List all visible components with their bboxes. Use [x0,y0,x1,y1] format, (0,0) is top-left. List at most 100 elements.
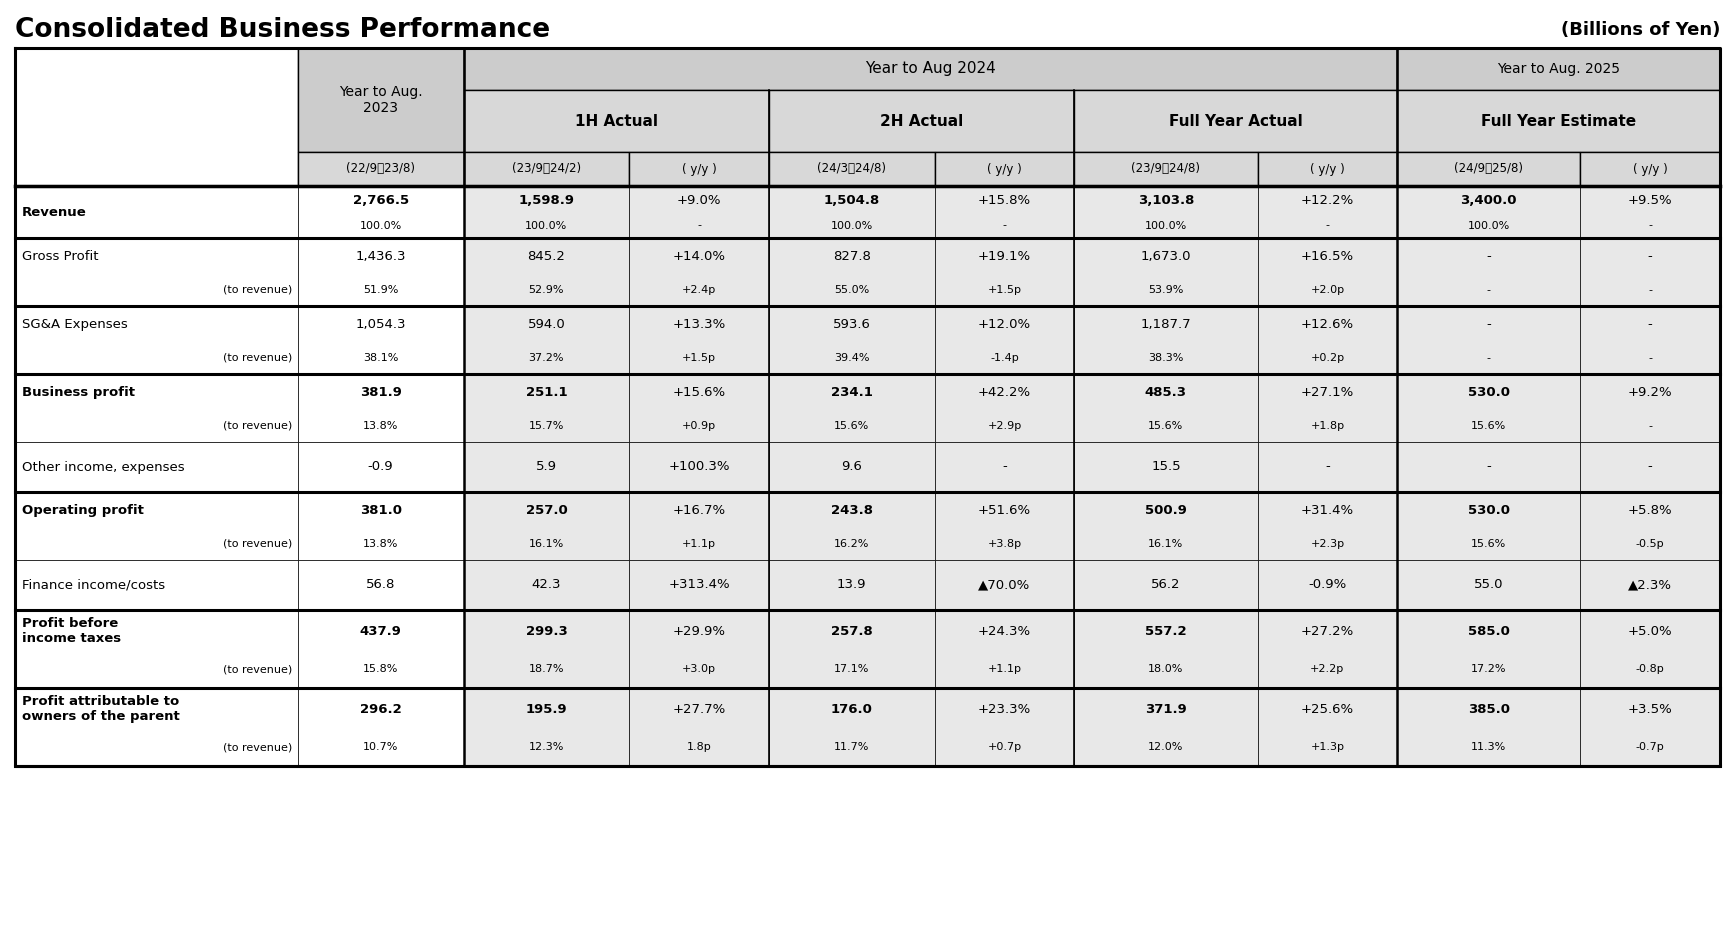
Bar [297,442,464,492]
Text: (to revenue): (to revenue) [224,420,293,431]
Text: Profit before
income taxes: Profit before income taxes [23,617,122,645]
Bar [628,374,769,442]
Text: 9.6: 9.6 [842,460,863,473]
Text: 38.3%: 38.3% [1147,352,1184,363]
Text: (to revenue): (to revenue) [224,284,293,295]
Text: 42.3: 42.3 [531,579,561,592]
Bar [1075,492,1257,560]
Bar [16,238,297,306]
Text: -: - [1486,460,1491,473]
Text: 53.9%: 53.9% [1147,284,1184,295]
Text: 10.7%: 10.7% [363,742,398,752]
Bar [628,152,769,186]
Text: ( y/y ): ( y/y ) [988,162,1023,175]
Bar [1580,560,1720,610]
Bar [16,48,297,186]
Text: 1,436.3: 1,436.3 [356,250,406,263]
Text: +27.1%: +27.1% [1300,386,1354,399]
Bar [934,492,1075,560]
Text: 585.0: 585.0 [1469,624,1510,637]
Bar [1075,442,1257,492]
Bar [1075,152,1257,186]
Text: Full Year Actual: Full Year Actual [1168,114,1302,129]
Text: +5.8%: +5.8% [1628,504,1672,517]
Bar [1257,560,1397,610]
Text: 1,504.8: 1,504.8 [823,194,880,207]
Text: Gross Profit: Gross Profit [23,250,99,263]
Text: 257.0: 257.0 [526,504,568,517]
Bar [297,374,464,442]
Bar [769,688,934,766]
Text: +23.3%: +23.3% [977,703,1031,716]
Bar [464,186,628,238]
Bar [934,442,1075,492]
Bar [464,306,628,374]
Text: +51.6%: +51.6% [977,504,1031,517]
Text: 18.0%: 18.0% [1147,665,1184,674]
Bar [628,238,769,306]
Text: Operating profit: Operating profit [23,504,144,517]
Text: SG&A Expenses: SG&A Expenses [23,318,128,331]
Text: +9.2%: +9.2% [1628,386,1672,399]
Text: ( y/y ): ( y/y ) [1311,162,1345,175]
Text: 195.9: 195.9 [526,703,568,716]
Bar [1580,152,1720,186]
Text: 15.6%: 15.6% [1470,539,1507,549]
Text: 2H Actual: 2H Actual [880,114,963,129]
Text: ( y/y ): ( y/y ) [682,162,717,175]
Text: 11.7%: 11.7% [833,742,870,752]
Bar [1580,374,1720,442]
Bar [1397,48,1720,90]
Bar [464,610,628,688]
Bar [297,610,464,688]
Text: -: - [1486,352,1491,363]
Bar [1075,306,1257,374]
Bar [1257,238,1397,306]
Text: 15.6%: 15.6% [835,420,870,431]
Bar [769,374,934,442]
Text: -0.8p: -0.8p [1635,665,1665,674]
Text: -0.5p: -0.5p [1635,539,1665,549]
Bar [628,492,769,560]
Text: +0.2p: +0.2p [1311,352,1344,363]
Text: 500.9: 500.9 [1146,504,1187,517]
Text: 1,054.3: 1,054.3 [356,318,406,331]
Text: 257.8: 257.8 [832,624,873,637]
Text: 1.8p: 1.8p [687,742,712,752]
Bar [16,560,297,610]
Text: 17.1%: 17.1% [833,665,870,674]
Bar [1580,238,1720,306]
Text: +25.6%: +25.6% [1300,703,1354,716]
Bar [1397,90,1720,152]
Text: 827.8: 827.8 [833,250,871,263]
Bar [1257,306,1397,374]
Bar [1580,306,1720,374]
Text: 530.0: 530.0 [1467,386,1510,399]
Bar [1580,492,1720,560]
Text: 55.0%: 55.0% [835,284,870,295]
Text: 100.0%: 100.0% [1467,221,1510,230]
Bar [628,186,769,238]
Text: 485.3: 485.3 [1146,386,1187,399]
Bar [464,48,1397,90]
Text: +9.5%: +9.5% [1628,194,1672,207]
Text: 3,103.8: 3,103.8 [1137,194,1194,207]
Text: 17.2%: 17.2% [1470,665,1507,674]
Bar [769,90,1075,152]
Text: 251.1: 251.1 [526,386,568,399]
Text: 15.6%: 15.6% [1147,420,1184,431]
Bar [16,492,297,560]
Text: +29.9%: +29.9% [672,624,726,637]
Text: -: - [1002,221,1007,230]
Text: +5.0%: +5.0% [1628,624,1672,637]
Text: Finance income/costs: Finance income/costs [23,579,165,592]
Text: +1.5p: +1.5p [988,284,1021,295]
Text: 12.3%: 12.3% [529,742,564,752]
Bar [1397,186,1580,238]
Text: (to revenue): (to revenue) [224,352,293,363]
Text: 381.0: 381.0 [359,504,401,517]
Text: Consolidated Business Performance: Consolidated Business Performance [16,17,550,43]
Text: +1.1p: +1.1p [682,539,715,549]
Text: +3.0p: +3.0p [682,665,715,674]
Text: 371.9: 371.9 [1146,703,1187,716]
